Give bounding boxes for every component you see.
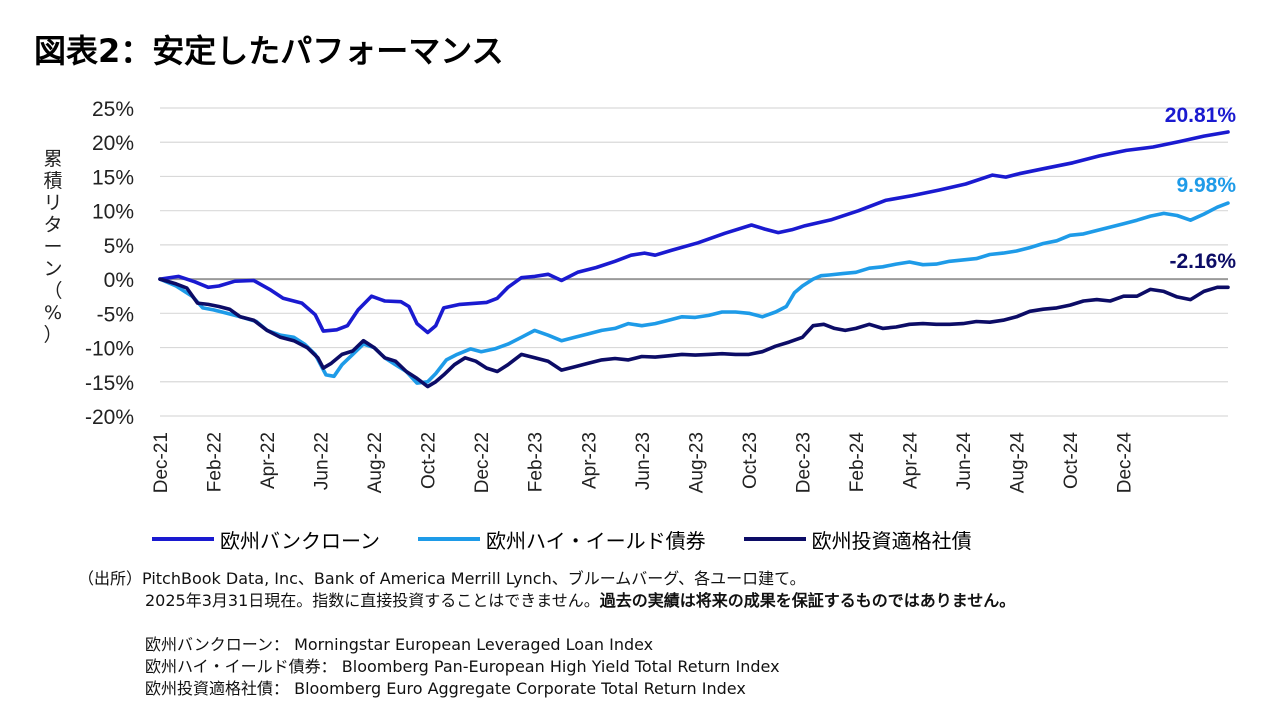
x-tick-label: Oct-22 (419, 432, 440, 489)
x-tick-label: Oct-23 (740, 432, 761, 489)
y-tick-label: -10% (85, 338, 134, 361)
y-tick-label: 10% (92, 201, 134, 224)
x-tick-label: Apr-22 (258, 432, 279, 489)
series-line (158, 201, 1230, 385)
x-tick-label: Aug-22 (365, 432, 386, 493)
index-definition: 欧州ハイ・イールド債券： Bloomberg Pan-European High… (145, 657, 780, 676)
source-line-2: 2025年3月31日現在。指数に直接投資することはできません。過去の実績は将来の… (78, 590, 1015, 612)
series-line (158, 130, 1230, 335)
legend-swatch (152, 537, 214, 541)
x-tick-label: Feb-23 (526, 432, 547, 492)
legend-item-high-yield: 欧州ハイ・イールド債券 (418, 525, 706, 554)
y-tick-label: 0% (104, 269, 134, 292)
y-axis-label-char: 積 (43, 170, 63, 192)
series-end-label: 20.81% (1165, 104, 1237, 127)
y-tick-label: 5% (104, 235, 134, 258)
source-text: PitchBook Data, Inc、Bank of America Merr… (142, 569, 806, 588)
source-spacer (78, 612, 1015, 634)
series-line (158, 277, 1230, 389)
legend-label: 欧州ハイ・イールド債券 (486, 528, 706, 553)
x-tick-label: Jun-24 (954, 432, 975, 491)
source-disclaimer: 2025年3月31日現在。指数に直接投資することはできません。 (145, 591, 600, 610)
x-tick-label: Aug-24 (1008, 432, 1029, 494)
x-tick-label: Apr-24 (900, 432, 921, 489)
y-axis-label-char: ） (43, 324, 63, 346)
legend-swatch (418, 537, 480, 541)
x-tick-label: Dec-21 (151, 432, 172, 493)
y-axis-label-char: リ (43, 192, 63, 214)
y-axis-label-char: タ (43, 214, 63, 236)
y-axis-label-char: % (43, 302, 63, 324)
x-tick-label: Jun-23 (633, 432, 654, 490)
x-tick-label: Dec-24 (1115, 432, 1136, 494)
legend-item-bank-loan: 欧州バンクローン (152, 525, 380, 554)
y-tick-label: -20% (85, 406, 134, 429)
x-tick-label: Aug-23 (686, 432, 707, 493)
x-tick-label: Oct-24 (1061, 432, 1082, 489)
y-axis-label-char: 累 (43, 148, 63, 170)
source-prefix: （出所） (78, 569, 143, 588)
source-notes: （出所）PitchBook Data, Inc、Bank of America … (78, 568, 1015, 700)
x-tick-label: Apr-23 (579, 432, 600, 489)
series-end-label: 9.98% (1176, 174, 1236, 197)
x-tick-label: Feb-24 (847, 432, 868, 493)
x-tick-label: Dec-22 (472, 432, 493, 493)
y-axis-label-char: （ (43, 280, 63, 302)
source-disclaimer-bold: 過去の実績は将来の成果を保証するものではありません。 (599, 591, 1016, 610)
y-tick-label: 15% (92, 166, 134, 189)
y-axis-label-char: ン (43, 258, 63, 280)
legend-label: 欧州バンクローン (220, 528, 380, 553)
index-definition: 欧州投資適格社債： Bloomberg Euro Aggregate Corpo… (145, 679, 746, 698)
y-tick-label: 20% (92, 132, 134, 155)
source-line-1: （出所）PitchBook Data, Inc、Bank of America … (78, 568, 1015, 590)
index-definition: 欧州バンクローン： Morningstar European Leveraged… (145, 635, 654, 654)
y-tick-label: -5% (97, 303, 134, 326)
page-title: 図表2：安定したパフォーマンス (34, 32, 504, 70)
series-end-label: -2.16% (1169, 250, 1236, 273)
x-tick-label: Jun-22 (312, 432, 333, 490)
chart-legend: 欧州バンクローン 欧州ハイ・イールド債券 欧州投資適格社債 (152, 524, 1010, 554)
legend-item-investment-grade: 欧州投資適格社債 (743, 525, 972, 554)
x-tick-label: Dec-23 (793, 432, 814, 493)
y-axis-label: 累 積 リ タ ー ン （ % ） (40, 148, 66, 346)
legend-swatch (743, 537, 806, 541)
x-tick-label: Feb-22 (205, 432, 226, 492)
y-axis-label-char: ー (43, 236, 63, 258)
legend-label: 欧州投資適格社債 (811, 528, 972, 553)
y-tick-label: 25% (92, 98, 134, 121)
line-chart: 25% 20% 15% 10% 5% 0% -5% -10% -15% -20% Dec-21 Feb… (85, 98, 1237, 494)
y-tick-label: -15% (85, 372, 134, 395)
